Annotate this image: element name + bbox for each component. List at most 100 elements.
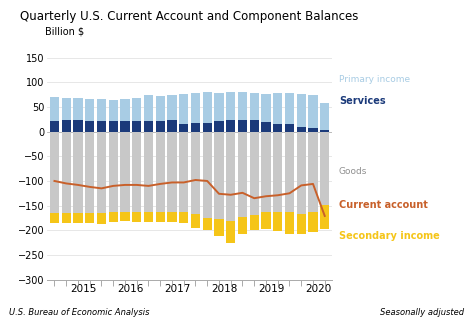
Text: Services: Services bbox=[339, 96, 385, 106]
Text: Goods: Goods bbox=[339, 167, 367, 176]
Bar bbox=[85, 132, 94, 213]
Bar bbox=[309, 128, 318, 132]
Bar bbox=[226, 221, 235, 242]
Bar bbox=[179, 212, 188, 223]
Bar bbox=[203, 92, 212, 123]
Bar bbox=[297, 214, 306, 234]
Bar bbox=[309, 132, 318, 212]
Bar bbox=[50, 97, 59, 121]
Bar bbox=[238, 92, 247, 120]
Bar bbox=[320, 103, 329, 130]
Bar bbox=[285, 212, 294, 234]
Bar bbox=[191, 123, 200, 132]
Text: U.S. Bureau of Economic Analysis: U.S. Bureau of Economic Analysis bbox=[9, 308, 150, 317]
Bar bbox=[179, 132, 188, 212]
Bar bbox=[250, 132, 259, 215]
Bar bbox=[179, 124, 188, 132]
Bar bbox=[85, 99, 94, 121]
Bar bbox=[214, 132, 224, 219]
Text: Primary income: Primary income bbox=[339, 75, 410, 84]
Bar bbox=[226, 92, 235, 120]
Bar bbox=[167, 120, 176, 132]
Bar bbox=[97, 213, 106, 224]
Bar bbox=[191, 214, 200, 228]
Bar bbox=[320, 130, 329, 132]
Bar bbox=[179, 94, 188, 124]
Bar bbox=[226, 120, 235, 132]
Bar bbox=[261, 212, 271, 229]
Bar bbox=[167, 212, 176, 222]
Text: Current account: Current account bbox=[339, 200, 428, 210]
Bar bbox=[144, 212, 153, 222]
Bar bbox=[73, 132, 82, 213]
Bar bbox=[97, 99, 106, 121]
Bar bbox=[297, 127, 306, 132]
Bar bbox=[214, 93, 224, 121]
Bar bbox=[50, 121, 59, 132]
Bar bbox=[285, 93, 294, 124]
Bar bbox=[132, 212, 141, 222]
Bar bbox=[238, 217, 247, 234]
Bar bbox=[309, 212, 318, 232]
Bar bbox=[97, 132, 106, 213]
Bar bbox=[132, 98, 141, 121]
Bar bbox=[214, 121, 224, 132]
Bar bbox=[62, 120, 71, 132]
Bar bbox=[250, 120, 259, 132]
Bar bbox=[297, 132, 306, 214]
Bar bbox=[62, 98, 71, 120]
Bar bbox=[109, 121, 118, 132]
Bar bbox=[250, 215, 259, 230]
Bar bbox=[155, 132, 165, 212]
Bar bbox=[120, 212, 129, 221]
Text: Secondary income: Secondary income bbox=[339, 231, 440, 241]
Bar bbox=[203, 132, 212, 218]
Bar bbox=[191, 132, 200, 214]
Bar bbox=[85, 213, 94, 223]
Bar bbox=[120, 99, 129, 121]
Bar bbox=[261, 122, 271, 132]
Bar bbox=[73, 213, 82, 223]
Bar bbox=[261, 132, 271, 212]
Bar bbox=[320, 205, 329, 229]
Bar bbox=[309, 95, 318, 128]
Bar bbox=[273, 132, 283, 212]
Bar bbox=[191, 93, 200, 123]
Bar bbox=[132, 132, 141, 212]
Bar bbox=[273, 212, 283, 231]
Bar bbox=[273, 124, 283, 132]
Bar bbox=[214, 219, 224, 236]
Bar bbox=[155, 121, 165, 132]
Bar bbox=[144, 121, 153, 132]
Bar bbox=[285, 124, 294, 132]
Bar bbox=[167, 95, 176, 120]
Bar bbox=[50, 213, 59, 223]
Bar bbox=[144, 132, 153, 212]
Bar bbox=[273, 93, 283, 124]
Bar bbox=[109, 100, 118, 121]
Bar bbox=[155, 212, 165, 222]
Text: Quarterly U.S. Current Account and Component Balances: Quarterly U.S. Current Account and Compo… bbox=[20, 10, 359, 23]
Bar bbox=[73, 120, 82, 132]
Bar bbox=[238, 120, 247, 132]
Bar bbox=[203, 218, 212, 230]
Bar bbox=[297, 94, 306, 127]
Bar bbox=[62, 132, 71, 213]
Bar bbox=[261, 94, 271, 122]
Text: Seasonally adjusted: Seasonally adjusted bbox=[381, 308, 465, 317]
Bar bbox=[238, 132, 247, 217]
Bar bbox=[109, 132, 118, 212]
Bar bbox=[50, 132, 59, 213]
Bar bbox=[62, 213, 71, 223]
Bar bbox=[203, 123, 212, 132]
Bar bbox=[73, 98, 82, 120]
Bar bbox=[226, 132, 235, 221]
Bar bbox=[250, 93, 259, 120]
Bar bbox=[132, 121, 141, 132]
Bar bbox=[320, 132, 329, 205]
Bar bbox=[85, 121, 94, 132]
Bar bbox=[144, 95, 153, 121]
Bar bbox=[109, 212, 118, 222]
Bar bbox=[167, 132, 176, 212]
Bar bbox=[97, 121, 106, 132]
